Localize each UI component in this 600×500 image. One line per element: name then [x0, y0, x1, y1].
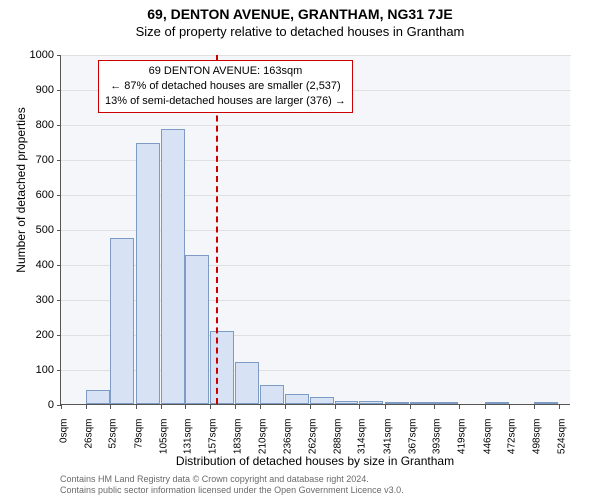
ytick-mark [57, 335, 61, 336]
histogram-bar [185, 255, 209, 404]
histogram-bar [210, 331, 234, 405]
histogram-bar [235, 362, 259, 404]
xtick-mark [385, 405, 386, 409]
chart-title-sub: Size of property relative to detached ho… [0, 22, 600, 39]
histogram-bar [310, 397, 334, 404]
attribution: Contains HM Land Registry data © Crown c… [60, 474, 404, 497]
gridline-h [61, 55, 571, 56]
histogram-bar [110, 238, 134, 404]
ytick-label: 700 [14, 154, 54, 166]
xtick-mark [459, 405, 460, 409]
histogram-bar [534, 402, 558, 404]
annotation-line1: 69 DENTON AVENUE: 163sqm [105, 64, 346, 79]
xtick-mark [310, 405, 311, 409]
xtick-mark [359, 405, 360, 409]
xtick-mark [161, 405, 162, 409]
xtick-mark [210, 405, 211, 409]
histogram-bar [86, 390, 110, 404]
ytick-mark [57, 125, 61, 126]
xtick-mark [260, 405, 261, 409]
xtick-mark [86, 405, 87, 409]
attribution-line2: Contains public sector information licen… [60, 485, 404, 496]
ytick-label: 500 [14, 224, 54, 236]
annotation-box: 69 DENTON AVENUE: 163sqm ← 87% of detach… [98, 60, 353, 113]
ytick-mark [57, 300, 61, 301]
attribution-line1: Contains HM Land Registry data © Crown c… [60, 474, 404, 485]
histogram-bar [434, 402, 458, 404]
xtick-mark [61, 405, 62, 409]
ytick-mark [57, 160, 61, 161]
histogram-bar [359, 401, 383, 404]
xtick-mark [335, 405, 336, 409]
xtick-mark [136, 405, 137, 409]
ytick-label: 0 [14, 399, 54, 411]
ytick-label: 400 [14, 259, 54, 271]
xtick-mark [185, 405, 186, 409]
ytick-label: 1000 [14, 49, 54, 61]
ytick-mark [57, 370, 61, 371]
ytick-mark [57, 230, 61, 231]
ytick-mark [57, 265, 61, 266]
histogram-bar [136, 143, 160, 404]
xtick-mark [434, 405, 435, 409]
xtick-mark [559, 405, 560, 409]
histogram-bar [285, 394, 309, 405]
histogram-bar [410, 402, 434, 404]
ytick-label: 200 [14, 329, 54, 341]
ytick-mark [57, 55, 61, 56]
ytick-mark [57, 195, 61, 196]
annotation-line2: ← 87% of detached houses are smaller (2,… [105, 79, 346, 94]
ytick-mark [57, 90, 61, 91]
histogram-bar [161, 129, 185, 404]
xtick-mark [485, 405, 486, 409]
histogram-bar [335, 401, 359, 405]
ytick-label: 900 [14, 84, 54, 96]
ytick-label: 600 [14, 189, 54, 201]
gridline-h [61, 125, 571, 126]
xtick-mark [285, 405, 286, 409]
xtick-mark [509, 405, 510, 409]
xtick-mark [110, 405, 111, 409]
histogram-bar [385, 402, 409, 404]
histogram-bar [485, 402, 509, 404]
histogram-bar [260, 385, 284, 404]
xtick-mark [235, 405, 236, 409]
ytick-label: 800 [14, 119, 54, 131]
x-axis-label: Distribution of detached houses by size … [60, 454, 570, 468]
chart-title-main: 69, DENTON AVENUE, GRANTHAM, NG31 7JE [0, 0, 600, 22]
ytick-label: 100 [14, 364, 54, 376]
xtick-mark [534, 405, 535, 409]
xtick-mark [410, 405, 411, 409]
ytick-label: 300 [14, 294, 54, 306]
annotation-line3: 13% of semi-detached houses are larger (… [105, 94, 346, 109]
